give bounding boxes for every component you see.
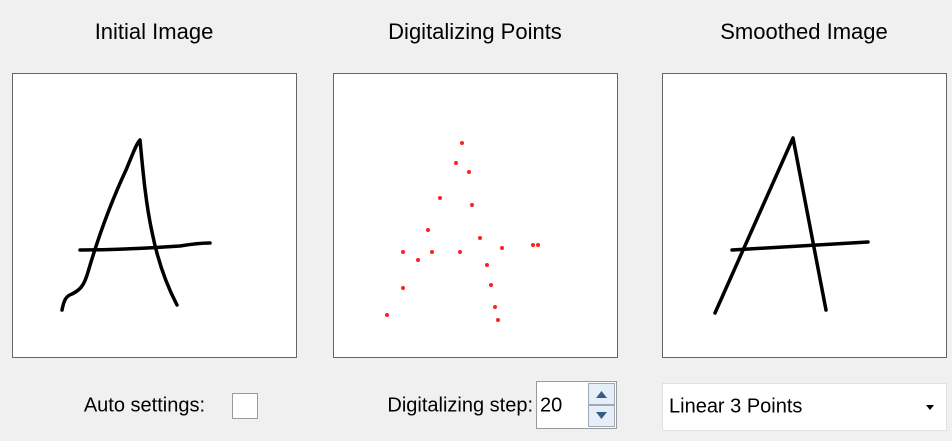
method-value: Linear 3 Points	[669, 395, 802, 417]
down-arrow	[596, 412, 607, 419]
hand-drawn-letter	[60, 138, 212, 312]
panel-title: Digitalizing Points	[388, 19, 562, 44]
step-label: Digitalizing step:	[387, 394, 533, 416]
image-box	[662, 73, 947, 358]
up-arrow	[596, 391, 607, 398]
dropdown-arrow	[926, 405, 934, 410]
method-dropdown[interactable]	[662, 383, 947, 431]
panel-title: Smoothed Image	[720, 19, 888, 44]
step-value: 20	[540, 394, 562, 416]
auto-settings-checkbox[interactable]	[232, 393, 258, 419]
digitized-points	[385, 141, 540, 322]
smoothed-letter	[713, 136, 870, 315]
image-box	[333, 73, 618, 358]
auto-settings-label: Auto settings:	[84, 394, 205, 416]
panel-title: Initial Image	[95, 19, 214, 44]
image-box	[12, 73, 297, 358]
